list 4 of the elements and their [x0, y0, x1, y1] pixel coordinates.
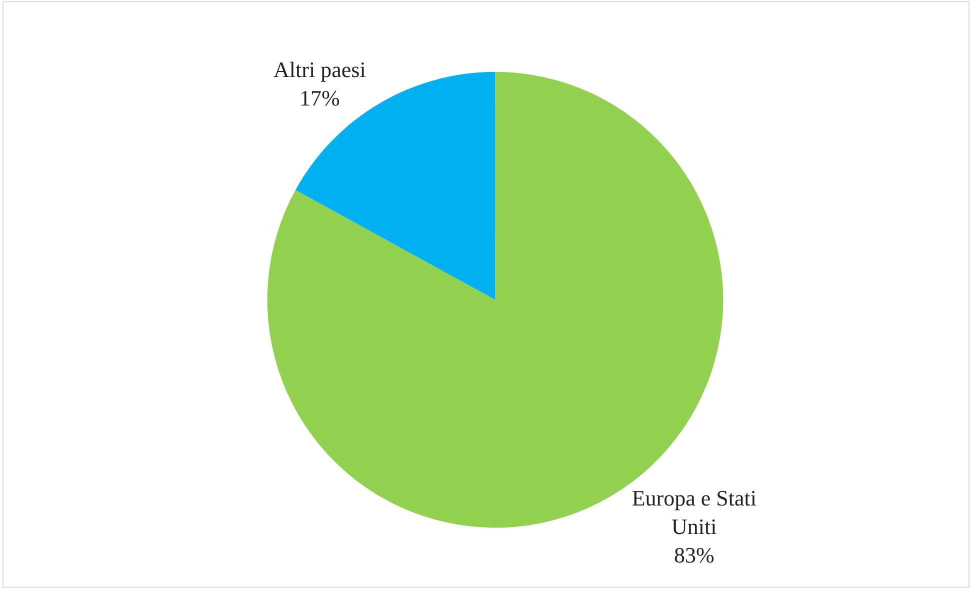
slice-label: Altri paesi — [274, 56, 366, 82]
data-label: 17% — [300, 86, 340, 111]
slice-label: Europa e Stati Uniti — [632, 485, 756, 539]
data-label: 83% — [674, 542, 714, 568]
